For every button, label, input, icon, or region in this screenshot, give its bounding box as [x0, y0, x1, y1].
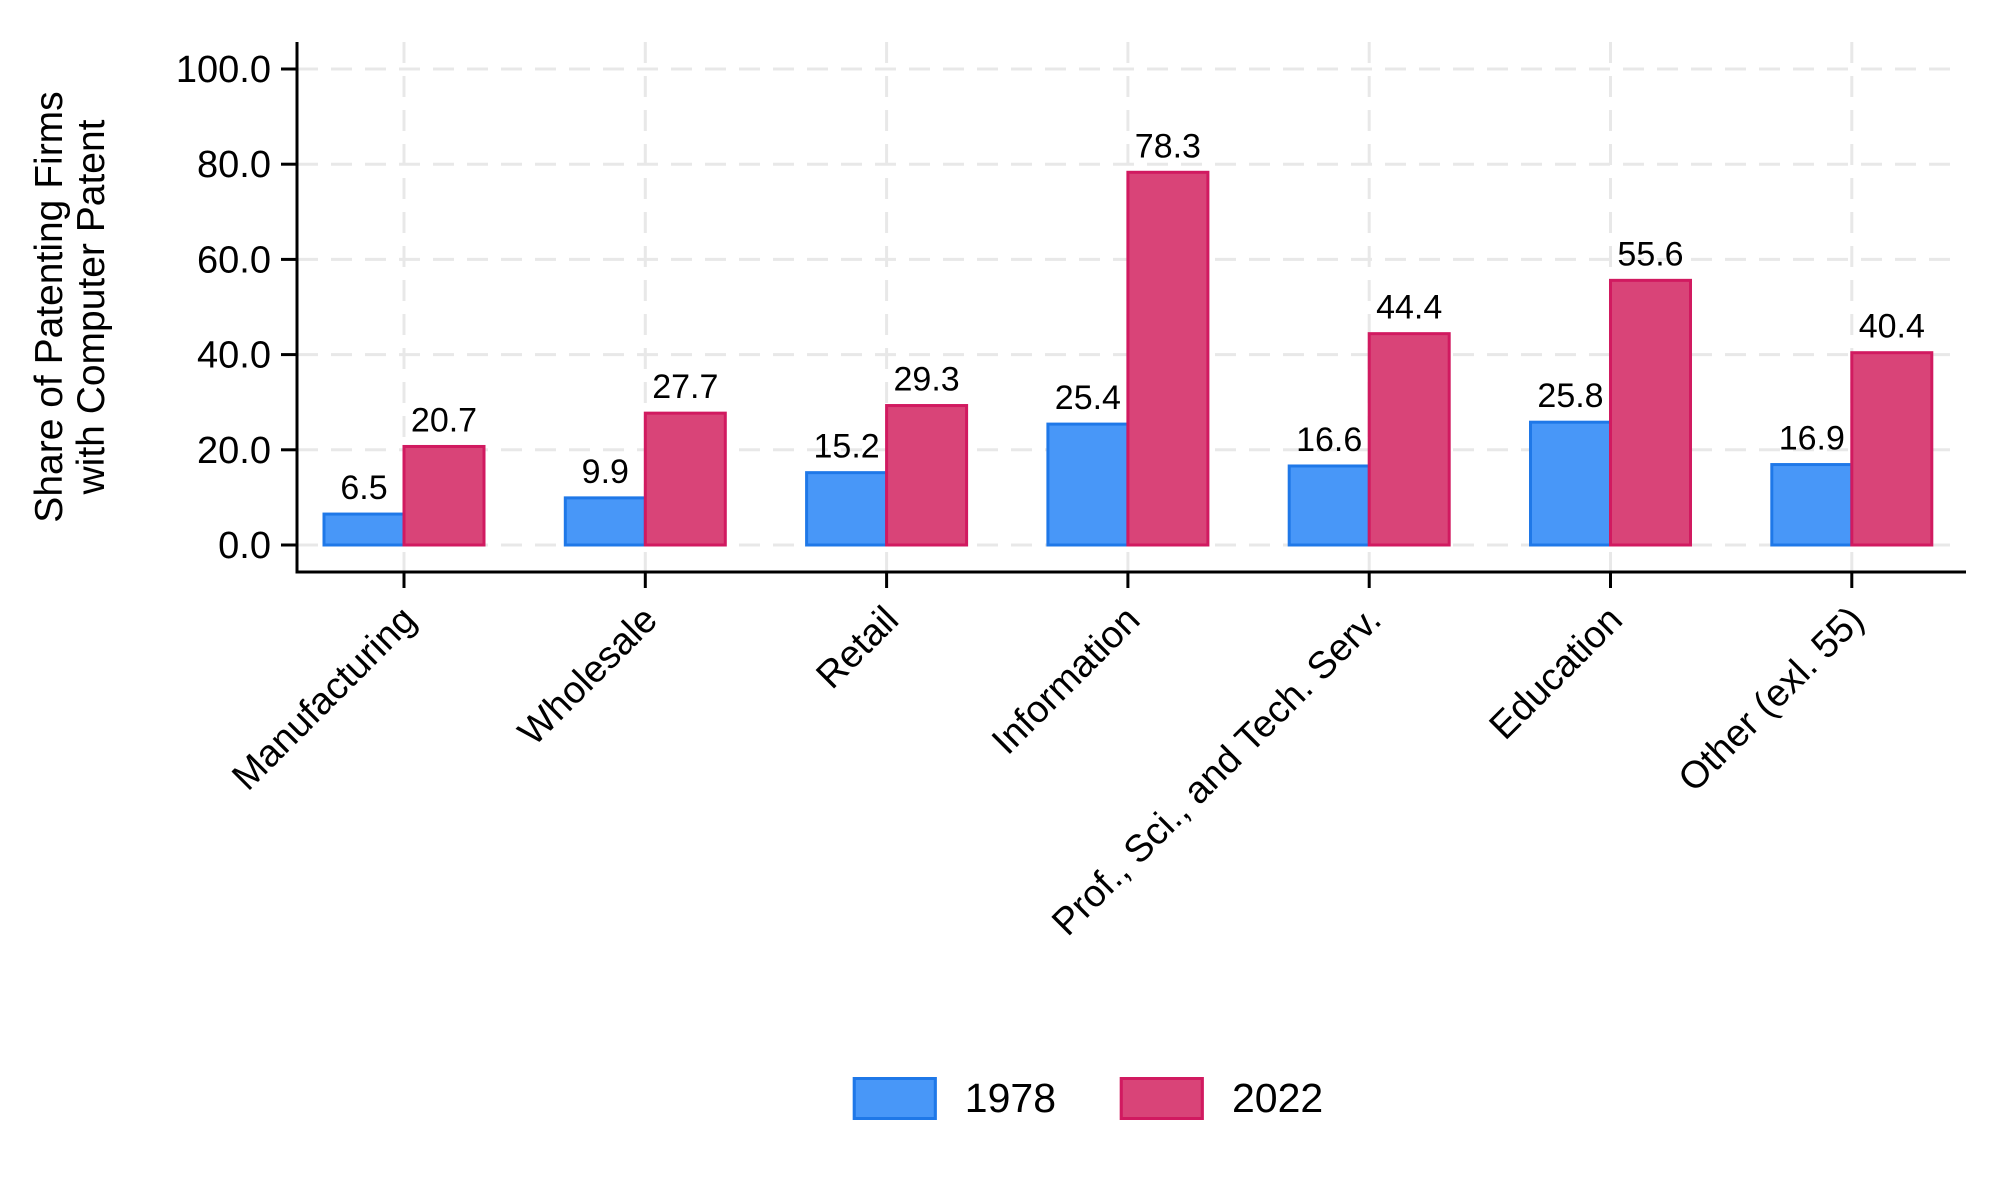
value-label-1978-5: 25.8 — [1537, 377, 1603, 415]
y-tick-label: 40.0 — [197, 335, 271, 377]
bar-2022-1 — [643, 411, 727, 547]
y-tick-label: 0.0 — [218, 525, 271, 567]
x-category-label-0: Manufacturing — [224, 599, 424, 799]
legend-item-2022: 2022 — [1120, 1077, 1323, 1120]
bar-1978-4 — [1287, 464, 1371, 547]
value-label-1978-6: 16.9 — [1779, 420, 1845, 458]
value-label-1978-4: 16.6 — [1296, 421, 1362, 459]
x-category-label-3: Information — [984, 599, 1148, 763]
bar-2022-4 — [1367, 332, 1451, 547]
value-label-2022-5: 55.6 — [1617, 235, 1683, 273]
legend-swatch-1978 — [852, 1077, 937, 1120]
x-category-label-1: Wholesale — [511, 599, 666, 754]
bar-2022-0 — [402, 444, 486, 547]
bar-2022-2 — [885, 404, 969, 547]
y-tick-label: 60.0 — [197, 239, 271, 281]
value-label-1978-3: 25.4 — [1055, 379, 1121, 417]
value-label-1978-0: 6.5 — [340, 469, 387, 507]
value-label-2022-3: 78.3 — [1135, 127, 1201, 165]
y-tick-label: 100.0 — [176, 49, 271, 91]
legend-item-1978: 1978 — [852, 1075, 1056, 1121]
legend-swatch-2022 — [1120, 1077, 1204, 1120]
bar-1978-3 — [1046, 422, 1130, 547]
legend-label-1978: 1978 — [964, 1075, 1056, 1121]
value-label-2022-1: 27.7 — [652, 368, 718, 406]
bar-2022-5 — [1609, 278, 1692, 547]
value-label-2022-6: 40.4 — [1859, 308, 1925, 346]
value-label-2022-2: 29.3 — [894, 361, 960, 399]
value-label-2022-4: 44.4 — [1376, 289, 1442, 327]
value-label-2022-0: 20.7 — [411, 401, 477, 439]
y-tick-label: 20.0 — [197, 430, 271, 472]
x-category-label-5: Education — [1482, 599, 1631, 748]
bar-1978-0 — [322, 512, 406, 547]
bar-2022-3 — [1126, 170, 1210, 547]
legend: 1978 2022 — [852, 1075, 1323, 1121]
value-label-1978-2: 15.2 — [814, 428, 880, 466]
x-category-label-6: Other (exl. 55) — [1671, 599, 1872, 800]
bar-1978-2 — [805, 471, 889, 547]
bar-1978-6 — [1770, 463, 1854, 547]
x-category-label-2: Retail — [809, 599, 907, 697]
legend-label-2022: 2022 — [1232, 1075, 1324, 1121]
bar-1978-5 — [1529, 420, 1612, 547]
bar-2022-6 — [1850, 351, 1934, 547]
value-label-1978-1: 9.9 — [582, 453, 629, 491]
bar-1978-1 — [563, 496, 647, 547]
y-axis-title-line-2: with Computer Patent — [70, 119, 113, 495]
y-tick-label: 80.0 — [197, 144, 271, 186]
y-axis-title-line-1: Share of Patenting Firms — [28, 91, 71, 522]
